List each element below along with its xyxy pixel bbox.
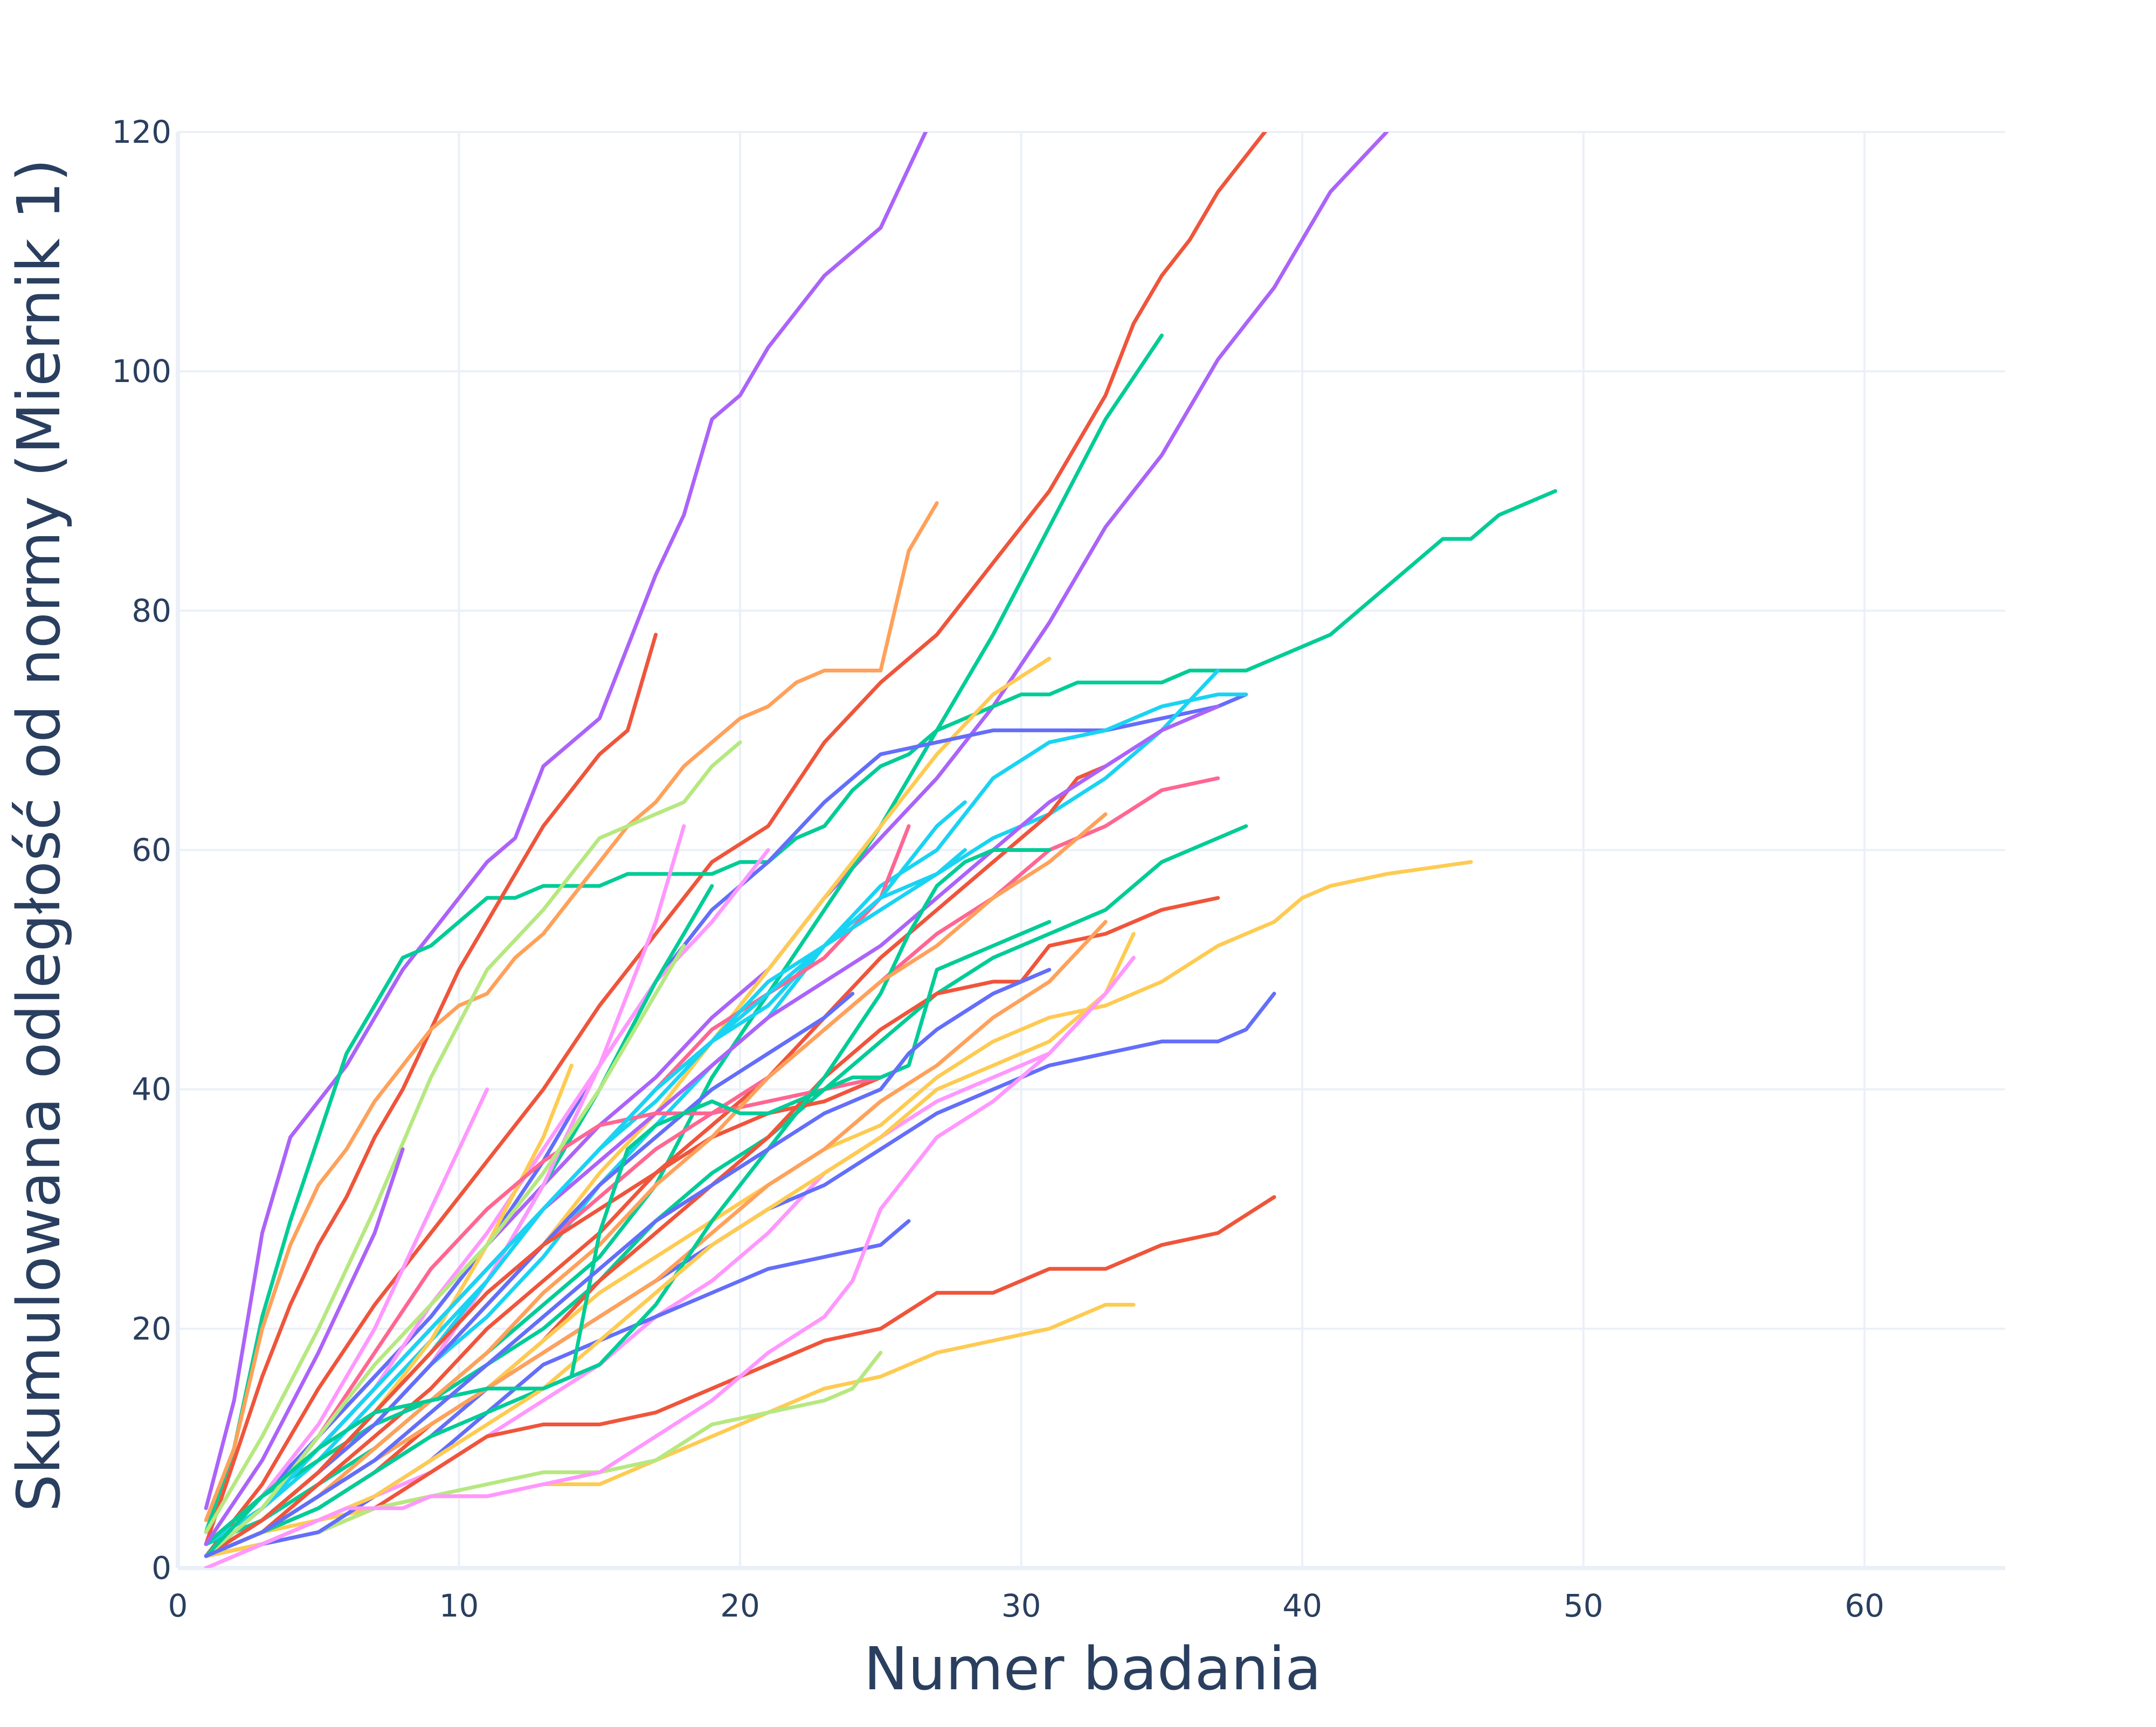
y-tick-label: 60 — [132, 832, 171, 869]
series-line-13 — [204, 764, 1108, 1558]
series-line-44 — [204, 955, 1136, 1568]
axes — [176, 132, 2005, 1570]
series-line-5 — [204, 489, 1557, 1534]
series-line-27 — [204, 1147, 405, 1546]
series-line-37 — [204, 800, 967, 1558]
series-line-41 — [204, 932, 1136, 1558]
series-line-39 — [204, 848, 1052, 1558]
x-tick-label: 0 — [168, 1587, 188, 1624]
x-tick-label: 20 — [720, 1587, 760, 1624]
x-axis-title: Numer badania — [863, 1634, 1321, 1703]
x-tick-label: 50 — [1564, 1587, 1604, 1624]
y-axis-title: Skumulowana odległość od normy (Miernik … — [4, 158, 73, 1511]
series-line-3 — [204, 132, 1268, 1558]
series-line-1 — [204, 132, 928, 1510]
series-line-9 — [204, 740, 742, 1534]
y-tick-label: 100 — [112, 353, 171, 390]
tick-labels: 0 10 20 30 40 50 60 0 20 40 60 80 100 120 — [112, 114, 1884, 1624]
series-line-7 — [204, 501, 939, 1522]
x-tick-label: 10 — [439, 1587, 479, 1624]
series-lines — [204, 132, 1557, 1568]
x-tick-label: 40 — [1282, 1587, 1322, 1624]
y-tick-label: 20 — [132, 1310, 171, 1347]
series-line-42 — [204, 920, 1052, 1558]
x-tick-label: 60 — [1844, 1587, 1884, 1624]
y-tick-label: 80 — [132, 592, 171, 629]
series-line-15 — [204, 824, 1248, 1546]
series-line-23 — [204, 1219, 911, 1558]
series-line-40 — [204, 812, 1108, 1558]
y-tick-label: 120 — [112, 114, 171, 150]
y-tick-label: 0 — [151, 1550, 171, 1586]
series-line-43 — [204, 968, 1052, 1558]
x-tick-label: 30 — [1001, 1587, 1041, 1624]
y-tick-label: 40 — [132, 1071, 171, 1108]
